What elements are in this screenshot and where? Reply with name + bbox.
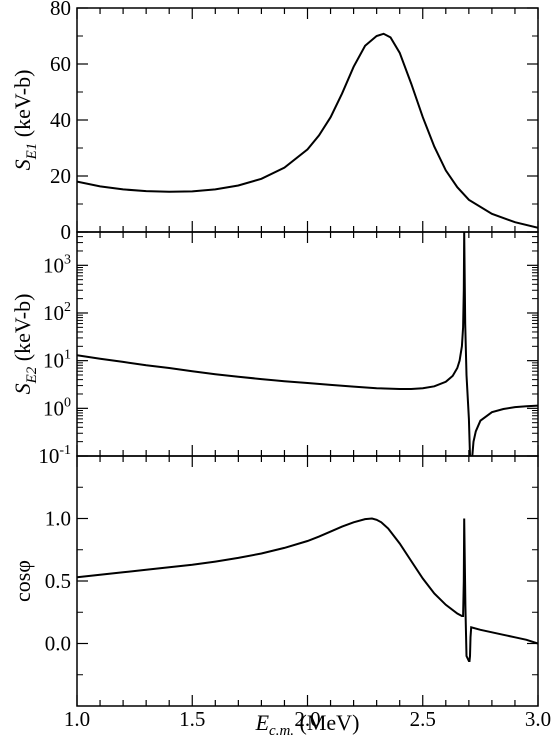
x-tick-label: 2.0 [294,707,320,731]
series-line-SE2 [471,404,538,456]
plot-frame [76,455,539,707]
x-label-subscript: c.m. [269,723,294,735]
y-tick-label: 0 [61,220,72,244]
y-tick-label: 0.0 [45,632,71,656]
y-label-main: cosφ [10,560,35,602]
tick-base: 10 [43,301,64,325]
y-tick-label: 1.0 [45,507,71,531]
panel-SE1: 0 20 40 60 80 SE1 (keV-b) [10,0,539,244]
panel-cosphi: 0.0 0.5 1.0 cosφ [10,455,539,707]
tick-base: 10 [43,253,64,277]
tick-exponent: 0 [64,395,71,410]
tick-base: 10 [43,349,64,373]
y-label-unit: (keV-b) [10,70,35,143]
x-tick-label: 2.5 [410,707,436,731]
y-axis-label: SE2 (keV-b) [10,294,40,395]
y-tick-label: 20 [50,164,71,188]
tick-base: 10 [43,396,64,420]
y-label-main: S [10,159,35,170]
tick-exponent: 1 [64,348,71,363]
y-label-unit: (keV-b) [10,294,35,367]
x-axis-label: Ec.m. (MeV) [255,710,360,735]
y-tick-label: 40 [50,108,71,132]
tick-base: 10 [38,444,59,468]
y-label-main: S [10,383,35,394]
y-tick-label: 60 [50,52,71,76]
y-tick-label: 103 [43,252,71,277]
y-label-subscript: E1 [24,143,40,161]
y-axis-label: cosφ [10,560,35,602]
y-tick-label: 101 [43,348,71,373]
tick-exponent: 3 [64,252,71,267]
x-tick-label: 1.0 [64,707,90,731]
y-tick-label: 100 [43,395,71,420]
y-tick-label: 0.5 [45,569,71,593]
y-label-subscript: E2 [24,366,40,384]
series-line-SE2 [77,232,471,456]
y-axis-label: SE1 (keV-b) [10,70,40,171]
y-tick-label: 10-1 [38,443,71,468]
y-tick-label: 80 [50,0,71,20]
x-label-unit: (MeV) [294,710,359,735]
series-line-SE1 [77,32,538,229]
x-tick-label: 1.5 [179,707,205,731]
x-label-main: E [255,710,270,735]
y-tick-label: 102 [43,300,71,325]
series-line-cosphi [77,517,538,662]
tick-exponent: 2 [64,300,71,315]
x-tick-label: 3.0 [525,707,551,731]
tick-exponent: -1 [59,443,71,458]
